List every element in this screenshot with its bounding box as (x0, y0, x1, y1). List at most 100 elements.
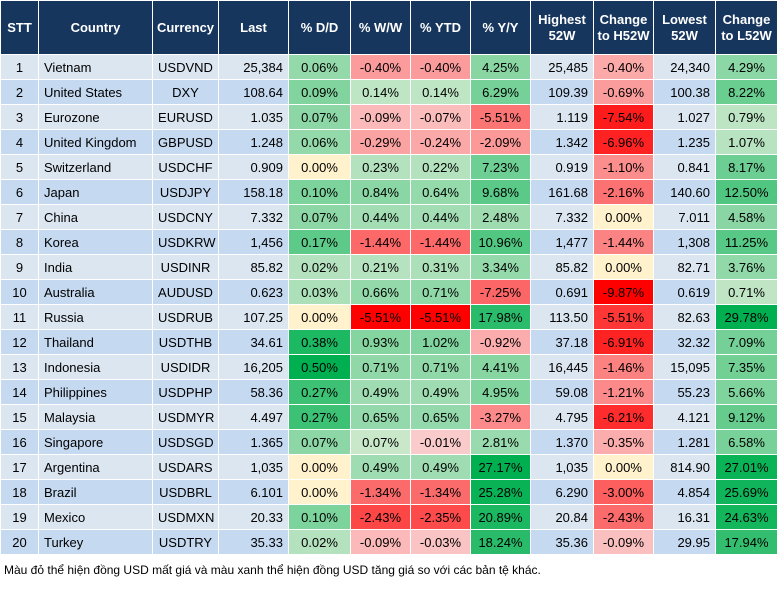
table-cell: 1.235 (653, 129, 716, 155)
table-cell: 1.342 (530, 129, 594, 155)
table-row: 9 India USDINR 85.82 0.02% 0.21% 0.31% 3.34% 85.… (0, 254, 777, 280)
table-row: 5 Switzerland USDCHF 0.909 0.00% 0.23% 0.22% 7.… (0, 154, 777, 180)
table-cell: -9.87% (593, 279, 654, 305)
table-cell: 0.44% (410, 204, 471, 230)
table-cell: -1.44% (593, 229, 654, 255)
table-cell: 0.31% (410, 254, 471, 280)
table-cell: 0.919 (530, 154, 594, 180)
table-cell: 1,477 (530, 229, 594, 255)
table-cell: 0.79% (715, 104, 777, 130)
table-cell: 0.00% (593, 454, 654, 480)
table-cell: Eurozone (38, 104, 153, 130)
table-cell: -6.91% (593, 329, 654, 355)
table-body: 1 Vietnam USDVND 25,384 0.06% -0.40% -0.40% 4.2… (0, 54, 777, 555)
table-cell: 0.00% (593, 204, 654, 230)
table-cell: -7.25% (470, 279, 531, 305)
table-cell: 16 (0, 429, 39, 455)
table-cell: -5.51% (410, 304, 471, 330)
table-cell: 24,340 (653, 54, 716, 80)
table-cell: USDMXN (152, 504, 219, 530)
table-cell: -3.00% (593, 479, 654, 505)
column-header: % W/W (350, 0, 411, 55)
table-cell: 13 (0, 354, 39, 380)
table-cell: 20.84 (530, 504, 594, 530)
table-cell: 0.17% (288, 229, 351, 255)
table-cell: 9 (0, 254, 39, 280)
table-cell: Mexico (38, 504, 153, 530)
table-cell: 55.23 (653, 379, 716, 405)
table-row: 19 Mexico USDMXN 20.33 0.10% -2.43% -2.35% 20.8… (0, 504, 777, 530)
table-cell: China (38, 204, 153, 230)
table-cell: 1.07% (715, 129, 777, 155)
table-cell: 0.66% (350, 279, 411, 305)
table-cell: USDJPY (152, 179, 219, 205)
table-cell: 0.21% (350, 254, 411, 280)
table-cell: 4 (0, 129, 39, 155)
table-cell: USDKRW (152, 229, 219, 255)
column-header: Lowest 52W (653, 0, 716, 55)
table-cell: 35.36 (530, 529, 594, 555)
table-cell: -1.34% (410, 479, 471, 505)
table-cell: 0.71% (350, 354, 411, 380)
table-cell: 16.31 (653, 504, 716, 530)
table-cell: 3 (0, 104, 39, 130)
table-cell: USDCNY (152, 204, 219, 230)
table-cell: 8.17% (715, 154, 777, 180)
table-cell: 11 (0, 304, 39, 330)
table-cell: -0.69% (593, 79, 654, 105)
table-row: 10 Australia AUDUSD 0.623 0.03% 0.66% 0.71% -7.… (0, 279, 777, 305)
column-header: Currency (152, 0, 219, 55)
table-cell: 82.63 (653, 304, 716, 330)
table-cell: 0.619 (653, 279, 716, 305)
table-cell: 0.14% (350, 79, 411, 105)
table-cell: 4.25% (470, 54, 531, 80)
table-cell: USDPHP (152, 379, 219, 405)
table-cell: 20.33 (218, 504, 289, 530)
table-cell: -0.24% (410, 129, 471, 155)
table-cell: USDBRL (152, 479, 219, 505)
table-cell: USDMYR (152, 404, 219, 430)
table-cell: Thailand (38, 329, 153, 355)
table-cell: USDTRY (152, 529, 219, 555)
table-cell: 0.623 (218, 279, 289, 305)
table-cell: 0.71% (715, 279, 777, 305)
table-cell: -1.10% (593, 154, 654, 180)
table-cell: 20.89% (470, 504, 531, 530)
table-cell: Russia (38, 304, 153, 330)
table-row: 15 Malaysia USDMYR 4.497 0.27% 0.65% 0.65% -3.2… (0, 404, 777, 430)
table-cell: 1.281 (653, 429, 716, 455)
table-cell: -0.09% (593, 529, 654, 555)
table-cell: 0.44% (350, 204, 411, 230)
table-cell: 0.06% (288, 54, 351, 80)
table-cell: Indonesia (38, 354, 153, 380)
table-cell: 34.61 (218, 329, 289, 355)
table-cell: 8.22% (715, 79, 777, 105)
table-cell: 2.81% (470, 429, 531, 455)
table-cell: 9.12% (715, 404, 777, 430)
header-row: STT Country Currency Last% D/D% W/W% YTD% Y… (0, 0, 777, 55)
table-cell: 17 (0, 454, 39, 480)
table-cell: EURUSD (152, 104, 219, 130)
table-cell: -0.29% (350, 129, 411, 155)
table-cell: 18 (0, 479, 39, 505)
column-header: STT (0, 0, 39, 55)
table-cell: -2.09% (470, 129, 531, 155)
table-cell: -2.16% (593, 179, 654, 205)
table-cell: 20 (0, 529, 39, 555)
table-cell: -0.40% (350, 54, 411, 80)
table-cell: 1.370 (530, 429, 594, 455)
table-cell: -1.46% (593, 354, 654, 380)
table-cell: USDRUB (152, 304, 219, 330)
table-cell: 0.65% (410, 404, 471, 430)
table-cell: Malaysia (38, 404, 153, 430)
table-cell: Philippines (38, 379, 153, 405)
table-cell: 1.027 (653, 104, 716, 130)
table-cell: 7.23% (470, 154, 531, 180)
table-cell: 9.68% (470, 179, 531, 205)
table-cell: 161.68 (530, 179, 594, 205)
table-row: 2 United States DXY 108.64 0.09% 0.14% 0.14% 6.… (0, 79, 777, 105)
table-cell: 6.29% (470, 79, 531, 105)
table-cell: 0.49% (410, 379, 471, 405)
table-row: 7 China USDCNY 7.332 0.07% 0.44% 0.44% 2.48% 7.3… (0, 204, 777, 230)
